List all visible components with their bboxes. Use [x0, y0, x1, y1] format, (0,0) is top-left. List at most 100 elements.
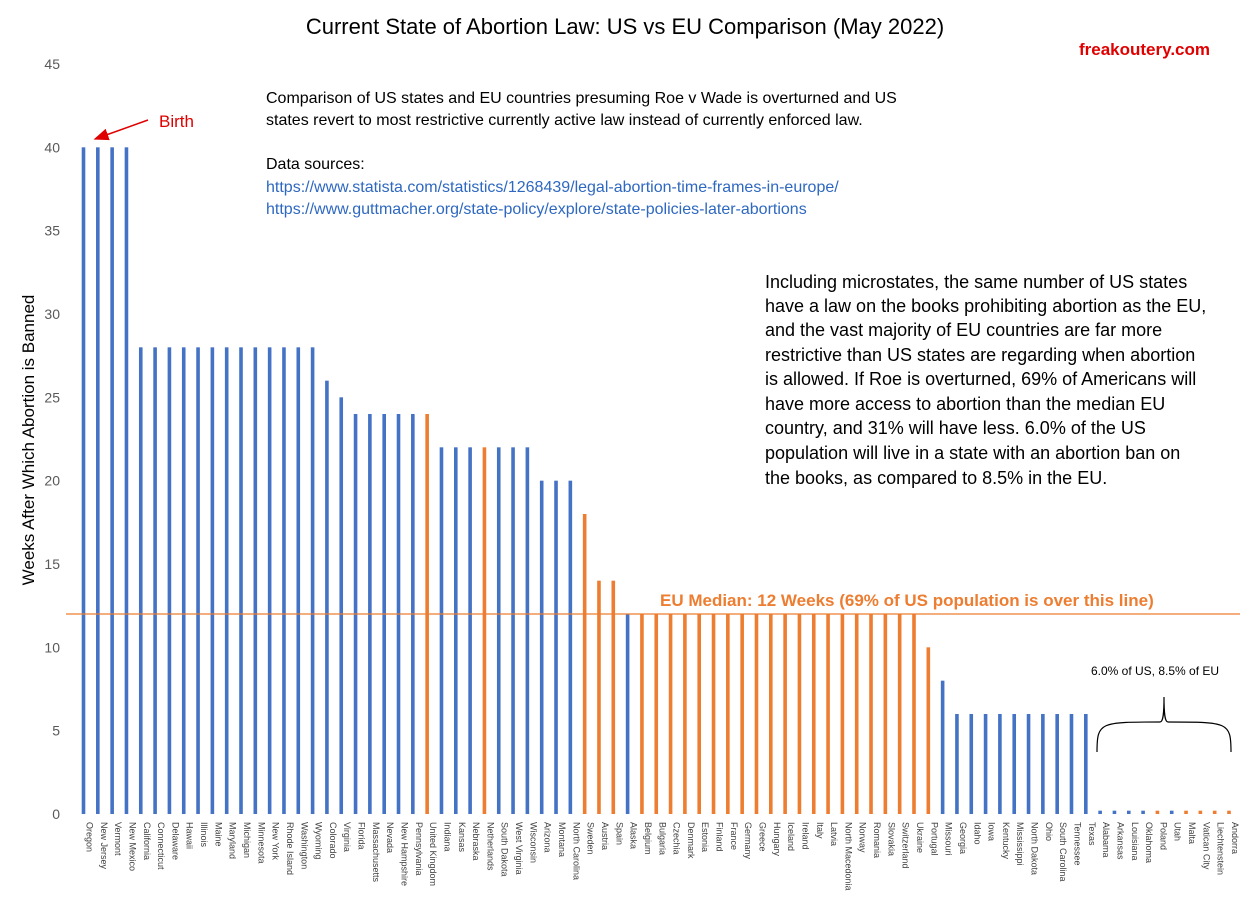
- category-label: Andorra: [1230, 822, 1240, 854]
- bar-minnesota: [253, 347, 258, 814]
- category-label: Wisconsin: [528, 822, 538, 863]
- category-label: Texas: [1087, 822, 1097, 846]
- category-label: Nevada: [385, 822, 395, 853]
- birth-arrow: [93, 119, 149, 141]
- category-label: Finland: [715, 822, 725, 852]
- bar-maryland: [224, 347, 229, 814]
- bar-alabama: [1098, 810, 1102, 814]
- bar-romania: [869, 614, 873, 814]
- category-label: Vermont: [113, 822, 123, 856]
- category-label: Mississippi: [1015, 822, 1025, 866]
- bar-hawaii: [181, 347, 186, 814]
- category-label: Czechia: [672, 822, 682, 855]
- bar-arizona: [539, 480, 544, 814]
- category-label: Portugal: [929, 822, 939, 856]
- category-label: New Hampshire: [400, 822, 410, 886]
- bar-poland: [1155, 810, 1160, 814]
- summary-line: country, and 31% will have less. 6.0% of…: [765, 418, 1146, 438]
- category-label: Romania: [872, 822, 882, 858]
- category-label: Washington: [299, 822, 309, 869]
- bar-wyoming: [310, 347, 315, 814]
- category-label: Ukraine: [915, 822, 925, 853]
- bar-colorado: [325, 380, 329, 814]
- bar-north-macedonia: [840, 614, 845, 814]
- y-tick-label: 25: [44, 389, 60, 405]
- summary-line: the books, as compared to 8.5% in the EU…: [765, 468, 1107, 488]
- category-label: Tennessee: [1072, 822, 1082, 866]
- bar-tennessee: [1069, 714, 1074, 814]
- bar-virginia: [339, 397, 344, 814]
- category-label: Maine: [213, 822, 223, 847]
- summary-line: Including microstates, the same number o…: [765, 272, 1187, 292]
- bar-new-jersey: [96, 147, 100, 814]
- category-label: Liechtenstein: [1216, 822, 1226, 875]
- bar-south-carolina: [1055, 714, 1059, 814]
- category-label: Colorado: [328, 822, 338, 859]
- bar-netherlands: [482, 447, 487, 814]
- category-label: Massachusetts: [371, 822, 381, 883]
- category-label: New Jersey: [99, 822, 109, 870]
- bar-liechtenstein: [1212, 810, 1217, 814]
- category-label: Austria: [600, 822, 610, 850]
- category-label: Greece: [757, 822, 767, 852]
- bar-sweden: [582, 514, 587, 814]
- bar-ohio: [1041, 714, 1045, 814]
- bar-north-dakota: [1026, 714, 1031, 814]
- category-label: Indiana: [442, 822, 452, 852]
- bar-illinois: [196, 347, 200, 814]
- y-tick-label: 10: [44, 639, 60, 655]
- summary-line: population will live in a state with an …: [765, 443, 1180, 463]
- category-label: Slovakia: [886, 822, 896, 856]
- y-tick-label: 45: [44, 56, 60, 72]
- bar-texas: [1084, 714, 1088, 814]
- category-label: Ireland: [800, 822, 810, 850]
- category-label: Pennsylvania: [414, 822, 424, 876]
- summary-line: is allowed. If Roe is overturned, 69% of…: [765, 369, 1196, 389]
- birth-annotation: Birth: [159, 112, 194, 131]
- bar-denmark: [683, 614, 687, 814]
- category-label: South Dakota: [500, 822, 510, 877]
- category-label: North Macedonia: [843, 822, 853, 891]
- category-label: Alabama: [1101, 822, 1111, 858]
- bar-georgia: [955, 714, 959, 814]
- category-label: Idaho: [972, 822, 982, 845]
- bar-estonia: [697, 614, 702, 814]
- category-label: New York: [271, 822, 281, 861]
- summary-text: Including microstates, the same number o…: [765, 272, 1206, 488]
- bar-connecticut: [153, 347, 157, 814]
- source-link-guttmacher[interactable]: https://www.guttmacher.org/state-policy/…: [266, 201, 807, 218]
- y-axis-label: Weeks After Which Abortion is Banned: [19, 295, 38, 586]
- bar-delaware: [167, 347, 172, 814]
- bar-utah: [1169, 810, 1174, 814]
- category-label: Oklahoma: [1144, 822, 1154, 863]
- bar-wisconsin: [525, 447, 530, 814]
- bar-arkansas: [1112, 810, 1117, 814]
- bar-michigan: [239, 347, 243, 814]
- category-label: Germany: [743, 822, 753, 860]
- category-label: Oregon: [85, 822, 95, 852]
- comparison-note-line2: states revert to most restrictive curren…: [266, 112, 863, 129]
- category-label: Maryland: [228, 822, 238, 859]
- category-label: Utah: [1173, 822, 1183, 841]
- bar-west-virginia: [511, 447, 515, 814]
- bar-idaho: [969, 714, 974, 814]
- bar-italy: [811, 614, 816, 814]
- category-label: Denmark: [686, 822, 696, 859]
- source-link-statista[interactable]: https://www.statista.com/statistics/1268…: [266, 179, 839, 196]
- category-label: Iceland: [786, 822, 796, 851]
- bar-california: [138, 347, 143, 814]
- category-label: Kentucky: [1001, 822, 1011, 860]
- category-label: North Carolina: [571, 822, 581, 880]
- category-label: United Kingdom: [428, 822, 438, 886]
- category-label: Vatican City: [1201, 822, 1211, 870]
- category-label: Georgia: [958, 822, 968, 854]
- category-label: Montana: [557, 822, 567, 857]
- category-label: Estonia: [700, 822, 710, 852]
- category-label: North Dakota: [1030, 822, 1040, 875]
- y-axis-ticks: 0 5 10 15 20 25 30 35 40 45: [44, 56, 60, 822]
- category-label: Michigan: [242, 822, 252, 858]
- bar-belgium: [640, 614, 644, 814]
- category-label: Ohio: [1044, 822, 1054, 841]
- bar-iceland: [783, 614, 787, 814]
